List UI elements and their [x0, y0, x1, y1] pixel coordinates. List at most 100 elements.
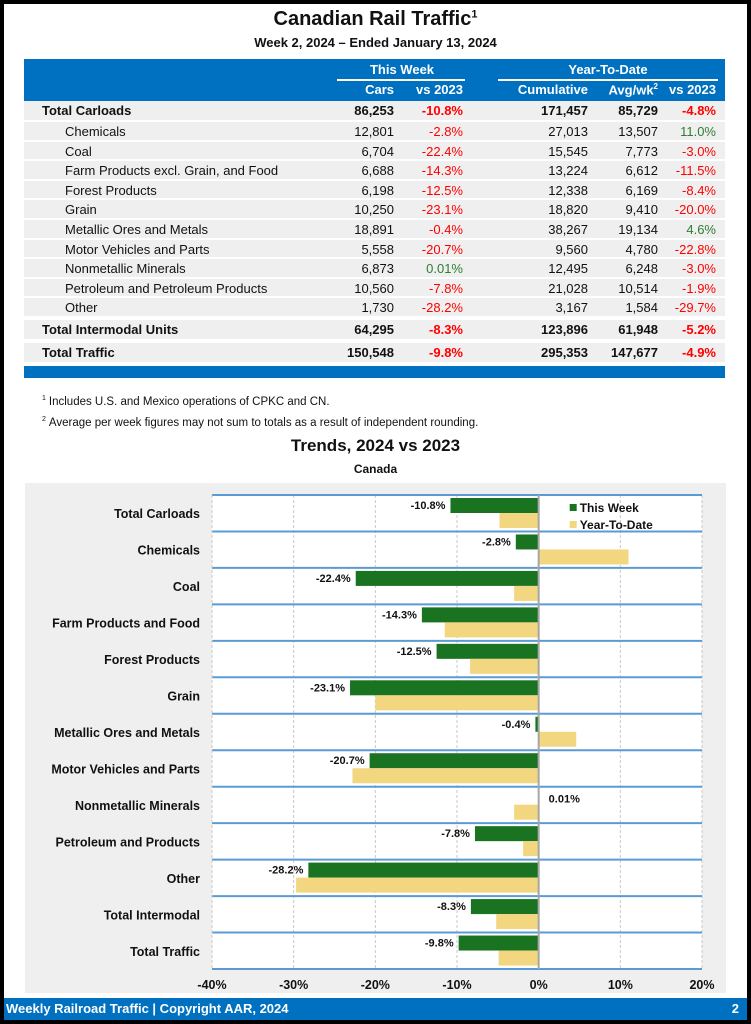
- cell-vs-2023-ytd: -8.4%: [682, 182, 716, 198]
- category-label: Total Traffic: [130, 945, 200, 959]
- cell-cumulative: 295,353: [541, 344, 588, 360]
- cell-vs-2023-week: -22.4%: [421, 143, 463, 159]
- cell-cumulative: 9,560: [555, 241, 588, 257]
- cell-cumulative: 12,495: [548, 261, 588, 277]
- cell-cumulative: 13,224: [548, 163, 588, 179]
- data-label: 0.01%: [549, 794, 580, 806]
- bar-this-week: [350, 680, 539, 696]
- row-label: Petroleum and Petroleum Products: [65, 280, 268, 296]
- bar-year-to-date: [296, 877, 539, 893]
- cell-vs-2023-ytd: 11.0%: [680, 124, 716, 139]
- bar-this-week: [535, 716, 539, 732]
- category-label: Petroleum and Products: [56, 835, 201, 849]
- data-label: -7.8%: [441, 828, 470, 840]
- cell-cars: 10,560: [354, 280, 394, 296]
- x-tick-label: -40%: [197, 978, 226, 992]
- table-row: Total Intermodal Units 64,295 -8.3% 123,896…: [24, 317, 725, 341]
- legend-label-year-to-date: Year-To-Date: [580, 518, 653, 532]
- data-label: -28.2%: [269, 865, 304, 877]
- cell-vs-2023-ytd: -22.8%: [674, 241, 716, 257]
- group-underline: [498, 79, 718, 81]
- cell-vs-2023-ytd: -4.8%: [682, 103, 716, 118]
- category-label: Other: [167, 872, 200, 886]
- bar-this-week: [450, 498, 539, 513]
- bar-this-week: [436, 643, 539, 659]
- cell-vs-2023-week: -20.7%: [421, 241, 463, 257]
- rail-traffic-table: This Week Year-To-Date Cars vs 2023 Cumu…: [24, 59, 725, 378]
- trends-chart: -10.8% Total Carloads -2.8% Chemicals -22.4%…: [51, 494, 715, 992]
- table-row: Forest Products 6,198 -12.5% 12,338 6,169 -8.…: [24, 180, 725, 201]
- category-label: Coal: [173, 580, 200, 594]
- data-label: -23.1%: [310, 682, 345, 694]
- bar-year-to-date: [523, 841, 539, 857]
- cell-cars: 64,295: [354, 321, 394, 337]
- group-header-this-week: This Week: [369, 62, 435, 77]
- data-label: -20.7%: [330, 755, 365, 767]
- page-footer: Weekly Railroad Traffic | Copyright AAR,…: [4, 998, 747, 1020]
- chart-title: Trends, 2024 vs 2023: [290, 436, 461, 455]
- col-header-cars: Cars: [365, 82, 394, 97]
- cell-avg-wk: 6,169: [625, 182, 658, 198]
- cell-vs-2023-week: -7.8%: [429, 280, 463, 296]
- cell-avg-wk: 6,248: [625, 261, 658, 277]
- data-label: -12.5%: [397, 646, 432, 658]
- category-label: Chemicals: [137, 544, 200, 558]
- table-row: Petroleum and Petroleum Products 10,560 -7…: [24, 278, 725, 299]
- data-label: -9.8%: [425, 938, 454, 950]
- row-label: Other: [65, 300, 98, 316]
- cell-avg-wk: 85,729: [618, 103, 658, 118]
- row-label: Chemicals: [65, 124, 126, 139]
- bar-this-week: [474, 826, 539, 842]
- cell-cars: 6,688: [361, 163, 394, 179]
- cell-cumulative: 38,267: [548, 221, 588, 237]
- cell-vs-2023-week: 0.01%: [426, 261, 463, 277]
- bar-this-week: [421, 607, 539, 623]
- table-row: Metallic Ores and Metals 18,891 -0.4% 38,26…: [24, 219, 725, 240]
- cell-vs-2023-week: -2.8%: [429, 124, 463, 139]
- table-row: Grain 10,250 -23.1% 18,820 9,410 -20.0%: [24, 200, 725, 220]
- legend-label-this-week: This Week: [580, 501, 639, 515]
- category-label: Total Intermodal: [104, 908, 200, 922]
- row-label: Total Carloads: [42, 103, 132, 118]
- data-label: -14.3%: [382, 609, 417, 621]
- cell-cumulative: 171,457: [541, 103, 588, 118]
- table-row: Other 1,730 -28.2% 3,167 1,584 -29.7%: [24, 298, 725, 318]
- category-label: Grain: [167, 690, 200, 704]
- table-row: Motor Vehicles and Parts 5,558 -20.7% 9,560…: [24, 239, 725, 260]
- cell-cars: 5,558: [361, 241, 394, 257]
- cell-cars: 150,548: [347, 344, 394, 360]
- category-label: Total Carloads: [114, 507, 200, 521]
- cell-vs-2023-week: -23.1%: [421, 202, 463, 218]
- data-label: -10.8%: [411, 500, 446, 512]
- legend-swatch-year-to-date: [569, 521, 577, 528]
- cell-cars: 18,891: [354, 221, 394, 237]
- cell-cars: 12,801: [354, 124, 394, 139]
- category-label: Forest Products: [104, 653, 200, 667]
- x-tick-label: -30%: [279, 978, 308, 992]
- cell-avg-wk: 1,584: [625, 300, 658, 316]
- bar-this-week: [458, 935, 539, 951]
- table-body: Total Carloads 86,253 -10.8% 171,457 85,729 -…: [24, 101, 725, 364]
- group-underline: [337, 79, 465, 81]
- bar-year-to-date: [538, 731, 577, 747]
- category-label: Metallic Ores and Metals: [54, 726, 200, 740]
- cell-avg-wk: 4,780: [625, 241, 658, 257]
- cell-vs-2023-ytd: 4.6%: [686, 221, 716, 237]
- cell-vs-2023-ytd: -5.2%: [682, 321, 716, 337]
- bar-year-to-date: [538, 549, 629, 565]
- x-tick-label: 0%: [530, 978, 548, 992]
- row-label: Total Intermodal Units: [42, 321, 179, 337]
- row-label: Forest Products: [65, 182, 157, 198]
- footnote: 2 Average per week figures may not sum to…: [42, 415, 479, 429]
- cell-avg-wk: 6,612: [625, 163, 658, 179]
- bar-year-to-date: [470, 658, 539, 674]
- data-label: -8.3%: [437, 901, 466, 913]
- cell-vs-2023-week: -8.3%: [429, 321, 463, 337]
- bar-year-to-date: [496, 914, 539, 930]
- data-label: -2.8%: [482, 536, 511, 548]
- row-label: Motor Vehicles and Parts: [65, 241, 210, 257]
- cell-avg-wk: 9,410: [625, 202, 658, 218]
- row-label: Nonmetallic Minerals: [65, 261, 186, 277]
- row-label: Total Traffic: [42, 344, 115, 360]
- cell-vs-2023-week: -14.3%: [421, 163, 463, 179]
